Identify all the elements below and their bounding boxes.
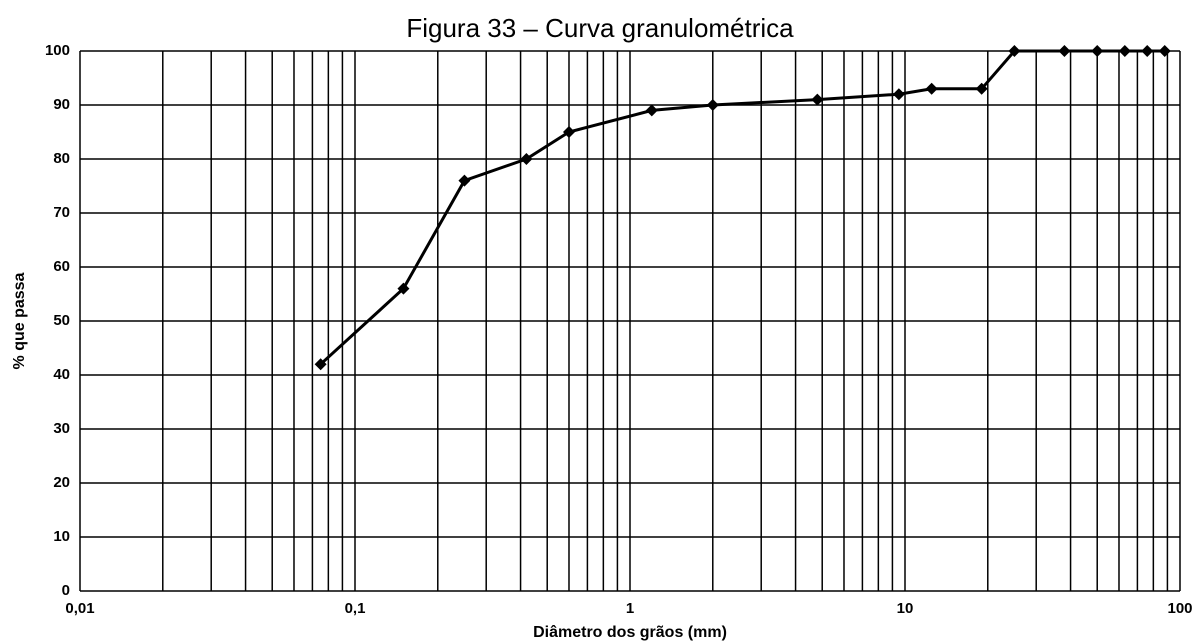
data-point xyxy=(1091,45,1104,57)
data-point xyxy=(1058,45,1071,57)
x-tick-label: 100 xyxy=(1167,600,1192,617)
data-point xyxy=(397,282,410,295)
y-tick-label: 90 xyxy=(53,96,70,113)
data-point xyxy=(1008,45,1021,57)
y-tick-label: 70 xyxy=(53,204,70,221)
data-point xyxy=(892,88,905,101)
data-point xyxy=(458,174,471,187)
y-tick-label: 10 xyxy=(53,528,70,545)
x-axis-label: Diâmetro dos grãos (mm) xyxy=(533,624,727,641)
y-tick-label: 50 xyxy=(53,312,70,329)
data-point xyxy=(520,153,533,165)
data-point xyxy=(975,82,988,95)
y-tick-label: 60 xyxy=(53,258,70,275)
x-tick-label: 1 xyxy=(626,600,634,617)
x-tick-label: 0,01 xyxy=(65,600,94,617)
data-point xyxy=(706,99,719,111)
data-point xyxy=(645,104,658,117)
y-tick-label: 0 xyxy=(62,582,70,599)
data-point xyxy=(811,93,824,106)
y-tick-label: 100 xyxy=(45,42,70,59)
y-tick-label: 20 xyxy=(53,474,70,491)
x-tick-label: 10 xyxy=(897,600,914,617)
x-tick-label: 0,1 xyxy=(345,600,366,617)
y-axis-label: % que passa xyxy=(11,272,28,369)
data-point xyxy=(1118,45,1131,57)
data-point xyxy=(314,358,327,371)
data-point xyxy=(1141,45,1154,57)
data-point xyxy=(562,126,575,138)
y-tick-label: 80 xyxy=(53,150,70,167)
y-tick-label: 40 xyxy=(53,366,70,383)
chart-title: Figura 33 – Curva granulométrica xyxy=(406,13,794,43)
data-point xyxy=(1158,45,1171,57)
data-point xyxy=(925,82,938,95)
y-tick-label: 30 xyxy=(53,420,70,437)
